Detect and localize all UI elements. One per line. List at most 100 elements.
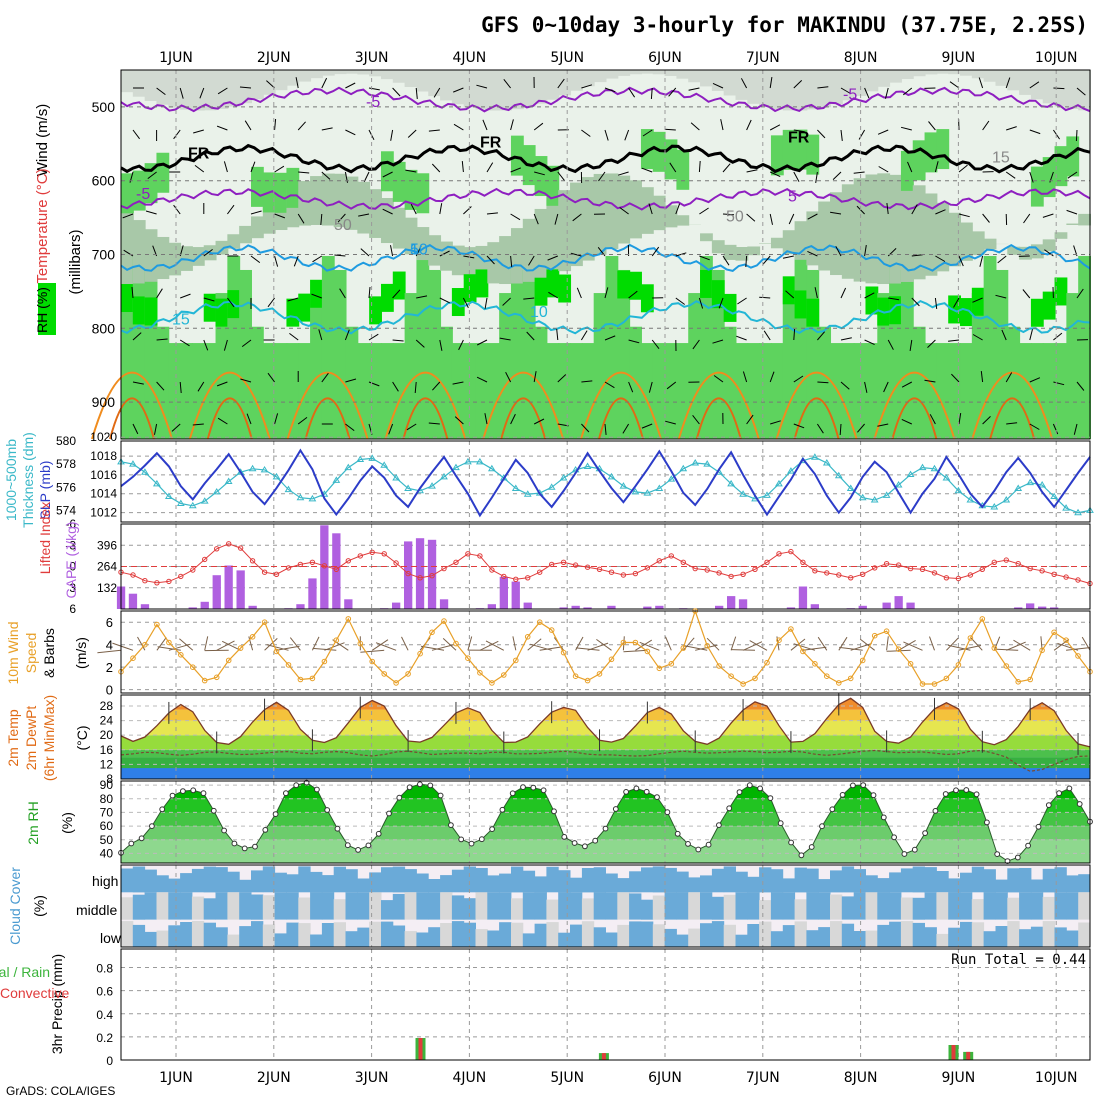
wind-barb <box>736 335 747 341</box>
isotherm-label: -5 <box>366 94 380 111</box>
slp-tick: 1016 <box>90 468 117 482</box>
wind-barb <box>123 249 134 257</box>
li-point <box>704 567 710 573</box>
li-point <box>261 569 268 575</box>
wind-barb <box>557 171 565 182</box>
cloud-cell <box>889 921 902 947</box>
wind-barb <box>1006 126 1017 131</box>
li-point <box>465 551 471 557</box>
wind-barb <box>759 296 771 299</box>
profile-y-tick: 800 <box>92 320 116 336</box>
rh-band-top <box>830 70 843 105</box>
cloud-cell <box>404 931 417 947</box>
wind-speed-point <box>1039 647 1045 654</box>
cloud-cell <box>570 892 583 920</box>
rh-band-low <box>841 343 855 439</box>
isotherm-20-arch <box>873 371 956 440</box>
precip-total-label: Total / Rain <box>0 964 50 980</box>
wind-barb <box>533 418 545 425</box>
rh-band-top <box>664 70 678 76</box>
cloud-cell <box>889 872 902 893</box>
wind-barb <box>856 205 865 215</box>
precip-convective-bar <box>951 1045 956 1060</box>
wind-barb <box>948 339 960 342</box>
wind-speed-point <box>632 639 639 646</box>
rh-point <box>262 827 269 833</box>
wind-label-1: 10m Wind <box>5 621 21 684</box>
rh-band-moist <box>298 293 312 322</box>
cloud-cell <box>534 876 547 893</box>
cloud-cell <box>546 866 559 893</box>
rh-point <box>716 822 722 828</box>
cape-bar <box>224 565 233 609</box>
rh-point <box>880 814 887 821</box>
thickness-point <box>1050 492 1058 500</box>
cape-bar <box>128 593 138 609</box>
wind-barb <box>321 77 328 89</box>
wind-speed-point <box>824 673 830 680</box>
rh-band-low <box>664 343 678 439</box>
li-point <box>991 559 997 565</box>
wind-label-3: & Barbs <box>41 628 57 678</box>
rh-band-upper <box>380 151 394 192</box>
rh-point <box>375 830 382 837</box>
cape-bar <box>200 601 209 609</box>
cloud-cell <box>818 892 831 920</box>
rh-band-top <box>1042 70 1056 104</box>
rh-band-mid <box>629 180 642 239</box>
wind-barb <box>1029 377 1041 383</box>
cloud-cell <box>794 921 807 947</box>
rh-band-top <box>392 70 406 83</box>
cloud-cell <box>782 878 796 893</box>
thickness-point <box>691 459 700 466</box>
cloud-cell <box>428 892 441 920</box>
rh-point <box>819 823 825 830</box>
wind-barb <box>439 339 443 351</box>
cape-bar <box>715 605 724 609</box>
wind-barb <box>972 334 983 341</box>
rh-band-top <box>688 70 702 83</box>
rh-band-top <box>770 70 784 110</box>
precip-tick: 0 <box>106 1054 113 1068</box>
rh-band-low <box>617 269 631 439</box>
wind-barb <box>864 381 868 393</box>
wind-barb <box>156 338 168 341</box>
rh-band-top <box>865 70 879 92</box>
cloud-cell <box>522 892 536 920</box>
isotherm-label: 5 <box>410 242 419 259</box>
wind-barb-10m <box>947 644 971 651</box>
wind-barb <box>431 163 441 173</box>
isotherm-20-arch <box>775 371 858 440</box>
wind-barb <box>807 213 818 220</box>
rh-band-top <box>428 70 442 97</box>
wind-barb <box>414 381 417 394</box>
wind-speed-point <box>142 641 148 648</box>
temp-band <box>121 709 1090 721</box>
wind-speed-point <box>644 648 651 655</box>
wind-barb-10m <box>749 640 768 651</box>
li-point <box>895 562 902 568</box>
wind-speed-point <box>584 677 591 684</box>
wind-barb-10m <box>312 647 337 651</box>
rh-band-top <box>711 70 725 91</box>
rh-band-mid <box>759 243 772 244</box>
wind-barb <box>604 381 615 389</box>
temp-band <box>121 735 1090 750</box>
wind-barb <box>199 87 205 99</box>
wind-barb <box>604 287 609 299</box>
wind-barb <box>462 297 469 309</box>
wind-barb <box>699 255 710 261</box>
rh-band-low <box>227 256 241 439</box>
wind-barb <box>816 423 824 434</box>
rh-point <box>458 836 465 843</box>
cloud-cell <box>262 866 276 893</box>
isotherm-20-arch <box>91 371 173 440</box>
rh-band-low <box>380 343 394 439</box>
wind-barb <box>1006 422 1018 425</box>
cloud-cell <box>924 927 937 947</box>
cape-bar <box>1014 607 1023 609</box>
wind-barb-10m <box>575 647 600 651</box>
rh-band-upper <box>924 132 938 173</box>
rh-band-top <box>581 70 595 87</box>
cloud-cell <box>511 866 524 893</box>
